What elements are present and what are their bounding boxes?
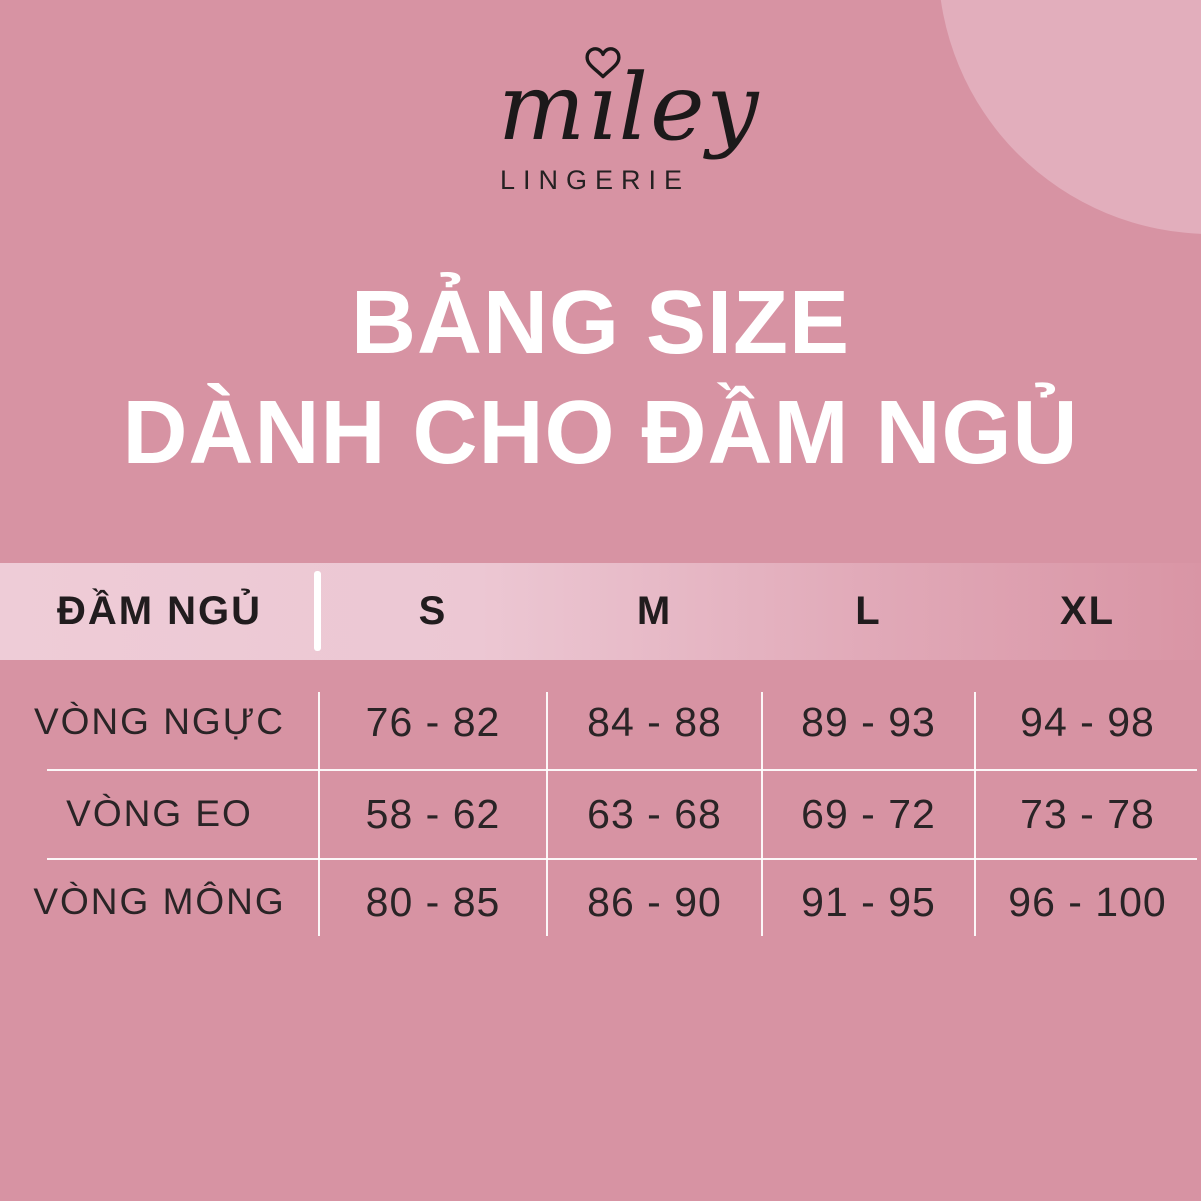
heart-icon xyxy=(585,47,621,79)
cell-chest-l: 89 - 93 xyxy=(801,698,936,745)
page-title-line2: DÀNH CHO ĐẦM NGỦ xyxy=(122,383,1079,483)
brand-logo-subtitle: LINGERIE xyxy=(500,165,691,195)
grid-hline-2 xyxy=(47,858,1197,860)
header-divider-line xyxy=(314,571,321,651)
table-header-size-l: L xyxy=(855,589,882,633)
table-row-waist: VÒNG EO 58 - 62 63 - 68 69 - 72 73 - 78 xyxy=(0,770,1200,858)
grid-vline-2 xyxy=(546,692,548,936)
brand-logo: mıley xyxy=(498,47,761,154)
table-header-size-xl: XL xyxy=(1059,589,1116,633)
cell-waist-m: 63 - 68 xyxy=(587,790,722,837)
row-label: VÒNG NGỰC xyxy=(33,701,286,742)
row-label: VÒNG MÔNG xyxy=(33,881,286,922)
page-title-line1: BẢNG SIZE xyxy=(350,273,851,373)
grid-vline-3 xyxy=(761,692,763,936)
cell-chest-xl: 94 - 98 xyxy=(1020,698,1155,745)
table-header-row: ĐẦM NGỦ S M L XL xyxy=(0,563,1200,660)
cell-chest-s: 76 - 82 xyxy=(365,698,501,745)
cell-waist-l: 69 - 72 xyxy=(801,790,936,837)
table-row-chest: VÒNG NGỰC 76 - 82 84 - 88 89 - 93 94 - 9… xyxy=(0,660,1200,770)
cell-hip-s: 80 - 85 xyxy=(365,878,501,925)
grid-vline-1 xyxy=(318,692,320,936)
table-header-band xyxy=(0,563,1201,660)
cell-hip-l: 91 - 95 xyxy=(801,878,936,925)
decor-circle xyxy=(938,0,1201,234)
grid-hline-1 xyxy=(47,769,1197,771)
table-header-label: ĐẦM NGỦ xyxy=(56,589,263,633)
table-row-hip: VÒNG MÔNG 80 - 85 86 - 90 91 - 95 96 - 1… xyxy=(0,858,1200,946)
row-label: VÒNG EO xyxy=(66,793,253,834)
cell-chest-m: 84 - 88 xyxy=(587,698,722,745)
cell-waist-xl: 73 - 78 xyxy=(1020,790,1155,837)
page-title: BẢNG SIZE DÀNH CHO ĐẦM NGỦ xyxy=(0,268,1201,488)
cell-hip-m: 86 - 90 xyxy=(587,878,722,925)
grid-vline-4 xyxy=(974,692,976,936)
table-header-size-m: M xyxy=(636,589,673,633)
cell-waist-s: 58 - 62 xyxy=(365,790,501,837)
cell-hip-xl: 96 - 100 xyxy=(1008,878,1167,925)
brand-logo-script: mıley xyxy=(498,54,761,161)
table-header-size-s: S xyxy=(418,589,448,633)
